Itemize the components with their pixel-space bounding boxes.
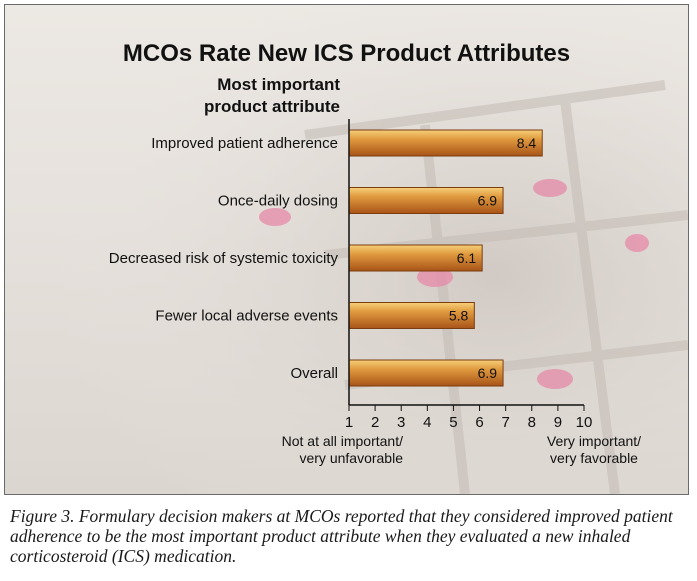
x-tick-label: 8 [528,414,536,431]
x-tick-label: 9 [554,414,562,431]
figure-caption: Figure 3. Formulary decision makers at M… [10,506,673,566]
x-tick-label: 2 [371,414,379,431]
bar [348,187,504,214]
pink-pill [537,369,573,389]
bar [348,129,543,157]
bar [348,302,475,329]
x-tick-label: 4 [423,414,431,431]
bar-value-label: 8.4 [517,135,537,151]
x-high-anchor-line1: Very important/ [546,433,642,449]
pink-pill [533,179,567,197]
x-tick-label: 7 [501,414,509,431]
figure-frame: MCOs Rate New ICS Product Attributes Mos… [4,4,689,495]
y-axis-heading-line1: Most important [217,75,340,94]
category-label: Fewer local adverse events [155,308,338,325]
category-label: Overall [290,365,338,382]
x-tick-label: 5 [449,414,457,431]
category-label: Improved patient adherence [151,135,338,152]
chart-title: MCOs Rate New ICS Product Attributes [122,40,571,67]
pink-pill [259,208,291,226]
y-axis-heading-line2: product attribute [204,97,340,116]
x-tick-label: 1 [345,414,353,431]
x-low-anchor-line1: Not at all important/ [281,433,403,449]
x-low-anchor-label: Not at all important/ very unfavorable [263,433,403,467]
x-tick-label: 10 [576,414,593,431]
pink-pill [417,267,453,287]
category-label: Once-daily dosing [218,193,338,210]
x-tick-label: 6 [475,414,483,431]
bar-value-label: 6.9 [478,365,498,381]
bar-value-label: 5.8 [449,308,469,324]
x-high-anchor-label: Very important/ very favorable [530,433,658,467]
x-high-anchor-line2: very favorable [550,450,638,466]
pink-pill [625,234,649,252]
bar-value-label: 6.9 [478,193,498,209]
x-low-anchor-line2: very unfavorable [299,450,403,466]
category-label: Decreased risk of systemic toxicity [109,250,339,267]
x-tick-label: 3 [397,414,405,431]
bar-value-label: 6.1 [457,250,477,266]
bar-chart: 8.4 Improved patient adherence 6.9 Once-dai… [109,119,593,431]
